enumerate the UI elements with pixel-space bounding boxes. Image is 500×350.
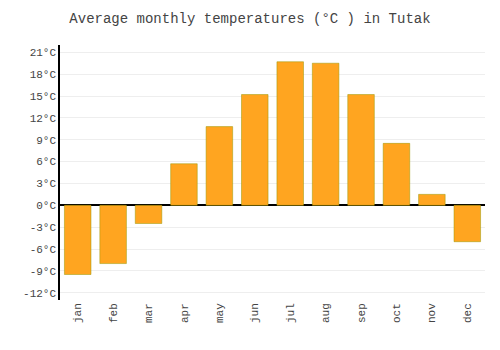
svg-text:-3°C: -3°C xyxy=(30,222,57,234)
svg-text:dec: dec xyxy=(462,303,474,323)
svg-text:6°C: 6°C xyxy=(36,156,56,168)
svg-text:Average monthly temperatures (: Average monthly temperatures (°C ) in Tu… xyxy=(69,11,430,27)
svg-text:sep: sep xyxy=(356,303,368,323)
svg-text:jan: jan xyxy=(72,303,84,323)
svg-text:may: may xyxy=(214,303,226,323)
svg-text:mar: mar xyxy=(143,303,155,323)
svg-text:-9°C: -9°C xyxy=(30,266,57,278)
svg-text:apr: apr xyxy=(179,303,191,323)
svg-text:3°C: 3°C xyxy=(36,178,56,190)
svg-text:-12°C: -12°C xyxy=(23,288,56,300)
svg-text:-6°C: -6°C xyxy=(30,244,57,256)
svg-text:jul: jul xyxy=(285,303,297,323)
svg-text:jun: jun xyxy=(249,303,261,323)
svg-text:15°C: 15°C xyxy=(30,91,57,103)
svg-text:feb: feb xyxy=(108,303,120,323)
svg-text:18°C: 18°C xyxy=(30,69,57,81)
svg-text:0°C: 0°C xyxy=(36,200,56,212)
svg-text:nov: nov xyxy=(426,303,438,323)
svg-text:21°C: 21°C xyxy=(30,47,57,59)
svg-text:oct: oct xyxy=(391,303,403,323)
svg-text:9°C: 9°C xyxy=(36,135,56,147)
svg-text:aug: aug xyxy=(320,303,332,323)
svg-text:12°C: 12°C xyxy=(30,113,57,125)
